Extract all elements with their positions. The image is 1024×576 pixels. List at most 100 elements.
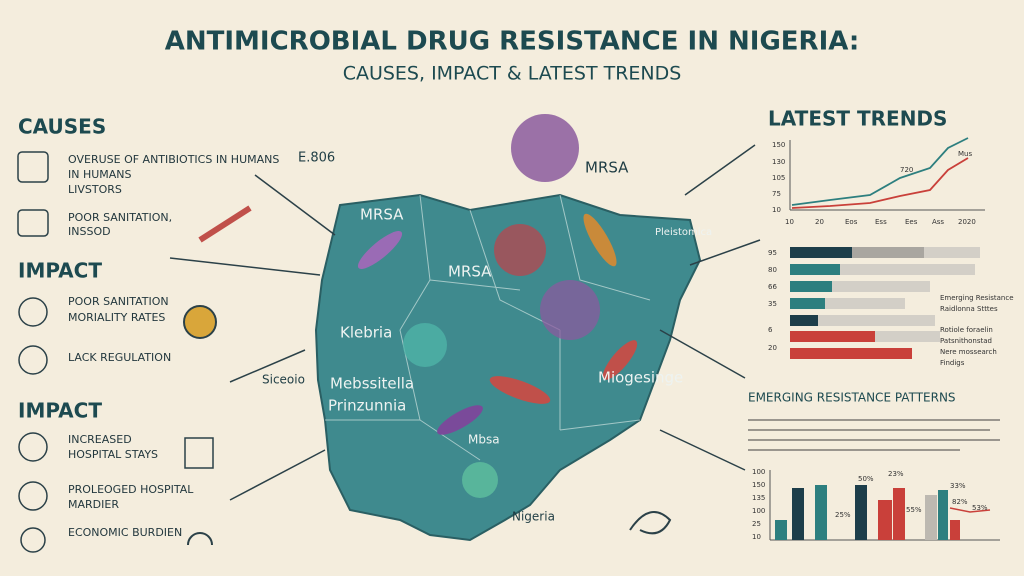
item-text: LIVSTORS xyxy=(68,183,122,196)
y-label: 130 xyxy=(772,158,785,166)
virus xyxy=(403,323,447,367)
map-label: MRSA xyxy=(585,159,629,177)
y-label: 75 xyxy=(772,190,781,198)
x-label: Ass xyxy=(932,218,944,226)
column xyxy=(925,495,937,540)
x-label: 2020 xyxy=(958,218,976,226)
column-label: 50% xyxy=(858,475,874,483)
item-text: IN HUMANS xyxy=(68,168,132,181)
column xyxy=(792,488,804,540)
y-label: 100 xyxy=(752,507,765,515)
bacteria xyxy=(602,340,638,380)
item-text: MARDIER xyxy=(68,498,119,511)
bar-bg xyxy=(790,315,935,326)
bar-bg xyxy=(790,264,975,275)
connector xyxy=(229,349,306,383)
bar xyxy=(790,281,832,292)
icon xyxy=(18,432,48,462)
bacteria xyxy=(357,230,403,270)
virus xyxy=(462,462,498,498)
column-label: 82% xyxy=(952,498,968,506)
point-label: 720 xyxy=(900,166,913,174)
column xyxy=(938,490,948,540)
syringe xyxy=(198,205,252,243)
bar-value: 80 xyxy=(768,266,777,274)
item-text: POOR SANITATION, xyxy=(68,211,172,224)
y-label: 150 xyxy=(752,481,765,489)
item-text: ECONOMIC BURDIEN xyxy=(68,526,182,539)
bar-value: 95 xyxy=(768,249,777,257)
y-label: 100 xyxy=(752,468,765,476)
bar xyxy=(790,298,825,309)
item-text: LACK REGULATION xyxy=(68,351,171,364)
y-label: 105 xyxy=(772,174,785,182)
bar-note: Rotiole foraelin xyxy=(940,326,993,334)
map-label: E.806 xyxy=(298,151,335,166)
map-label: Mbsa xyxy=(468,433,500,447)
y-label: 25 xyxy=(752,520,761,528)
trend-line xyxy=(791,137,969,206)
map-label: MRSA xyxy=(360,206,404,224)
x-label: 20 xyxy=(815,218,824,226)
column-label: 53% xyxy=(972,504,988,512)
point-label: Mus xyxy=(958,150,972,158)
map-label: Siceoio xyxy=(262,373,305,387)
y-label: 135 xyxy=(752,494,765,502)
column xyxy=(815,485,827,540)
map-label: Klebria xyxy=(340,324,392,342)
bar-note: Findigs xyxy=(940,359,965,367)
column xyxy=(775,520,787,540)
icon xyxy=(17,209,49,237)
icon xyxy=(184,437,214,469)
column xyxy=(950,520,960,540)
item-text: INSSOD xyxy=(68,225,111,238)
x-label: Ees xyxy=(905,218,918,226)
map-label: Prinzunnia xyxy=(328,397,406,415)
column-label: 25% xyxy=(835,511,851,519)
bar xyxy=(790,247,852,258)
connector xyxy=(684,144,756,196)
x-label: 10 xyxy=(785,218,794,226)
map-label: Miogesinge xyxy=(598,369,683,387)
bacteria xyxy=(489,376,551,404)
bar-list: 95 80 66 35 6 20 Emerging Resistance Rai… xyxy=(768,247,1014,367)
bar-bg xyxy=(790,281,930,292)
bar-note: Nere mossearch xyxy=(940,348,997,356)
trend-line xyxy=(949,507,991,513)
item-text: POOR SANITATION xyxy=(68,295,169,308)
section-heading: IMPACT xyxy=(18,399,102,423)
item-text: OVERUSE OF ANTIBIOTICS IN HUMANS xyxy=(68,153,279,166)
map-borders xyxy=(325,194,651,461)
x-label: Ess xyxy=(875,218,887,226)
icon xyxy=(18,345,48,375)
bar-value: 6 xyxy=(768,326,773,334)
section-heading: CAUSES xyxy=(18,115,106,139)
connector xyxy=(169,257,321,276)
bar xyxy=(790,331,875,342)
title: ANTIMICROBIAL DRUG RESISTANCE IN NIGERIA… xyxy=(165,27,860,57)
item-text: HOSPITAL STAYS xyxy=(68,448,158,461)
column-chart: 100 150 135 100 25 10 50% 23% 25% 55% 33… xyxy=(752,468,1000,541)
map-label: Pleistomica xyxy=(655,227,712,238)
map-label: Nigeria xyxy=(512,510,555,524)
item-text: PROLEOGED HOSPITAL xyxy=(68,483,194,496)
trend-line xyxy=(791,157,969,209)
line-chart: 150 130 105 75 10 10 20 Eos Ess Ees Ass … xyxy=(772,137,985,226)
virus xyxy=(540,280,600,340)
column xyxy=(878,500,892,540)
bar-value: 35 xyxy=(768,300,777,308)
bar xyxy=(852,247,924,258)
bacteria xyxy=(583,213,617,267)
text-lines xyxy=(748,419,1000,451)
column-label: 33% xyxy=(950,482,966,490)
connector xyxy=(659,329,746,379)
bacteria xyxy=(437,405,483,435)
connector xyxy=(659,429,746,471)
column-label: 55% xyxy=(906,506,922,514)
icon xyxy=(18,297,48,327)
bar xyxy=(790,348,912,359)
virus xyxy=(494,224,546,276)
icon xyxy=(17,151,49,183)
